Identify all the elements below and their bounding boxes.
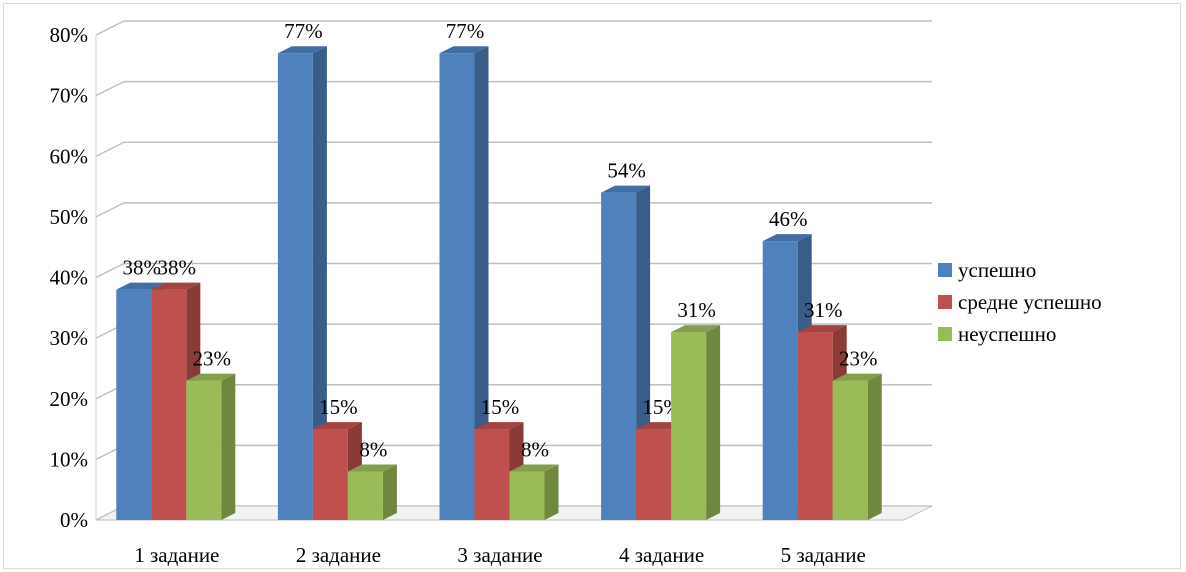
bar xyxy=(474,429,510,520)
bar-side xyxy=(867,373,882,520)
legend-label-series-3: неуспешно xyxy=(958,321,1057,346)
y-tick-label: 40% xyxy=(50,266,89,290)
bar-top xyxy=(601,185,651,193)
legend-swatch-series-2 xyxy=(938,295,952,309)
bar xyxy=(636,429,672,520)
bar-top xyxy=(439,46,489,54)
gridline-side xyxy=(95,202,125,218)
data-label: 23% xyxy=(839,347,878,371)
bar xyxy=(797,332,833,520)
x-tick-label: 3 задание xyxy=(457,543,542,567)
data-label: 77% xyxy=(446,19,485,43)
bar xyxy=(832,380,868,520)
y-tick-label: 0% xyxy=(60,508,88,532)
y-tick-label: 50% xyxy=(50,205,89,229)
bar-top xyxy=(832,373,882,381)
bar xyxy=(347,471,383,520)
bar-side xyxy=(312,46,327,520)
bar xyxy=(116,289,152,520)
data-label: 38% xyxy=(158,256,197,280)
data-label: 15% xyxy=(481,395,520,419)
x-tick-label: 4 задание xyxy=(619,543,704,567)
bar xyxy=(439,53,475,520)
bar-top xyxy=(762,234,812,242)
data-label: 46% xyxy=(769,207,808,231)
bar-side xyxy=(474,46,489,520)
x-tick-label: 1 задание xyxy=(134,543,219,567)
bar-top xyxy=(186,373,236,381)
bar xyxy=(186,380,222,520)
bar-top xyxy=(797,325,847,333)
y-tick-label: 80% xyxy=(50,23,89,47)
bar-top xyxy=(116,282,166,290)
y-tick-label: 20% xyxy=(50,387,89,411)
bar-side xyxy=(706,325,721,520)
data-label: 15% xyxy=(319,395,358,419)
bar-top xyxy=(312,422,362,430)
data-label: 54% xyxy=(607,159,646,183)
legend-label-series-1: успешно xyxy=(958,257,1037,282)
bar-top xyxy=(347,464,397,472)
gridline-side xyxy=(95,20,125,36)
bar xyxy=(277,53,313,520)
data-label: 77% xyxy=(284,19,323,43)
x-tick-label: 2 задание xyxy=(296,543,381,567)
bar xyxy=(671,332,707,520)
bar-side xyxy=(544,464,559,520)
data-label: 31% xyxy=(677,298,716,322)
y-tick-label: 30% xyxy=(50,326,89,350)
bar xyxy=(151,289,187,520)
bar xyxy=(762,241,798,520)
legend-item-series-1: успешно xyxy=(938,254,1102,286)
bar-side xyxy=(382,464,397,520)
bar-top xyxy=(474,422,524,430)
data-label: 31% xyxy=(804,298,843,322)
data-label: 23% xyxy=(193,347,232,371)
legend-swatch-series-3 xyxy=(938,327,952,341)
gridline-side xyxy=(95,80,125,97)
bar-side xyxy=(221,373,236,520)
bar xyxy=(601,192,637,520)
legend: успешно средне успешно неуспешно xyxy=(938,254,1102,350)
data-label: 8% xyxy=(521,438,549,462)
gridline-side xyxy=(95,141,125,157)
bar-top xyxy=(151,282,201,290)
y-tick-label: 70% xyxy=(50,84,89,108)
data-label: 8% xyxy=(359,438,387,462)
y-tick-label: 60% xyxy=(50,144,89,168)
legend-swatch-series-1 xyxy=(938,263,952,277)
bar-top xyxy=(509,464,559,472)
bar-top xyxy=(671,325,721,333)
data-label: 38% xyxy=(123,256,162,280)
gridline-side xyxy=(95,262,125,279)
legend-item-series-2: средне успешно xyxy=(938,286,1102,318)
bar xyxy=(509,471,545,520)
legend-label-series-2: средне успешно xyxy=(958,289,1102,314)
bar-top xyxy=(277,46,327,54)
bar xyxy=(312,429,348,520)
x-tick-label: 5 задание xyxy=(781,543,866,567)
legend-item-series-3: неуспешно xyxy=(938,318,1102,350)
y-tick-label: 10% xyxy=(50,447,89,471)
